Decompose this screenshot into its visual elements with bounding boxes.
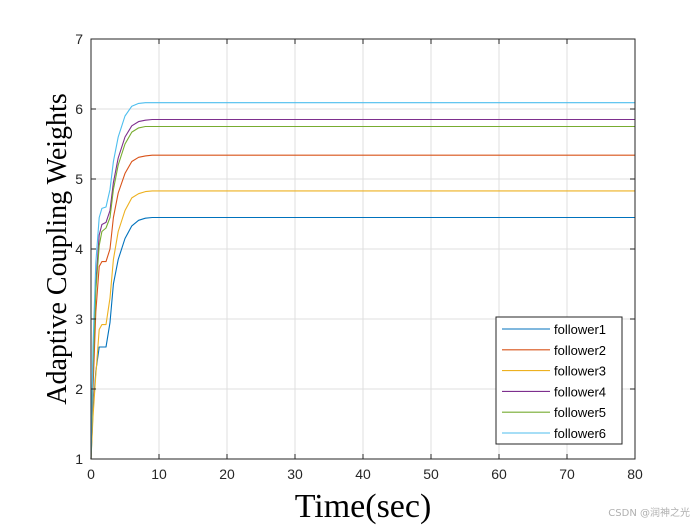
series-line-follower2 (90, 154, 635, 460)
x-tick-label: 0 (87, 466, 95, 482)
series-line-follower6 (90, 102, 635, 460)
axis-ticks: 0 10 20 30 40 50 60 70 80 1 2 3 4 5 6 7 (75, 31, 643, 482)
y-tick-label: 1 (75, 451, 83, 467)
y-tick-label: 3 (75, 311, 83, 327)
x-tick-label: 10 (151, 466, 167, 482)
x-tick-label: 20 (219, 466, 235, 482)
series-group (90, 102, 635, 460)
watermark-text: CSDN @润神之光 (608, 506, 690, 519)
x-tick-label: 50 (423, 466, 439, 482)
x-tick-label: 80 (627, 466, 643, 482)
x-tick-label: 70 (559, 466, 575, 482)
legend-label-follower1: follower1 (554, 322, 606, 337)
x-axis-label: Time(sec) (295, 488, 432, 525)
x-tick-label: 30 (287, 466, 303, 482)
x-tick-label: 60 (491, 466, 507, 482)
x-tick-label: 40 (355, 466, 371, 482)
y-tick-label: 6 (75, 101, 83, 117)
y-tick-label: 4 (75, 241, 83, 257)
legend-label-follower4: follower4 (554, 384, 606, 399)
series-line-follower3 (90, 190, 635, 460)
legend-box (495, 316, 623, 445)
y-tick-label: 7 (75, 31, 83, 47)
legend-label-follower6: follower6 (554, 426, 606, 441)
y-axis-label: Adaptive Coupling Weights (42, 93, 73, 404)
legend-label-follower3: follower3 (554, 364, 606, 379)
legend-label-follower2: follower2 (554, 343, 606, 358)
y-tick-label: 2 (75, 381, 83, 397)
legend-label-follower5: follower5 (554, 405, 606, 420)
series-line-follower4 (90, 118, 635, 460)
legend: follower1 follower2 follower3 follower4 foll… (495, 316, 623, 445)
y-tick-label: 5 (75, 171, 83, 187)
series-line-follower5 (90, 125, 635, 460)
